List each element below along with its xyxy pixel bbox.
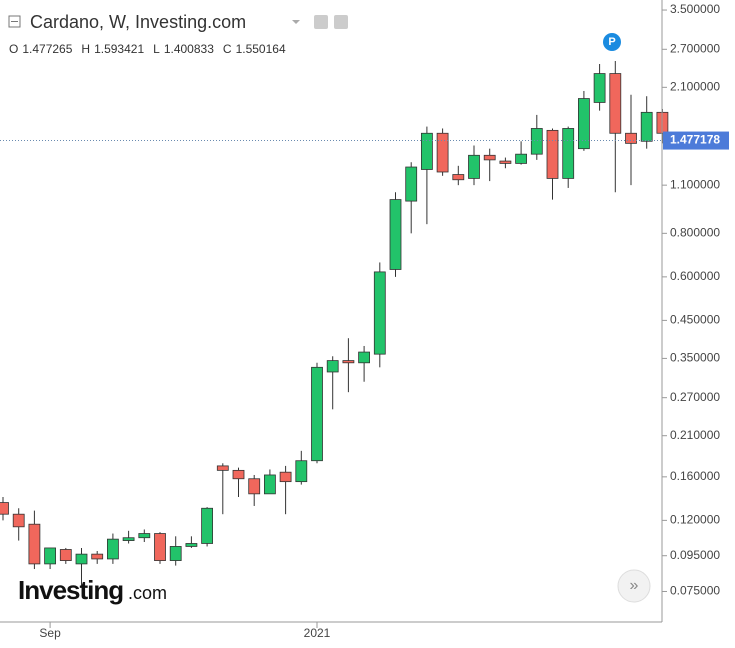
y-tick-label: 2.700000 (670, 41, 720, 55)
candle-body (562, 128, 575, 179)
candle-body (248, 478, 261, 495)
y-tick-label: 0.095000 (670, 548, 720, 562)
candle-body (44, 547, 56, 565)
candle-body (75, 553, 88, 565)
y-tick-label: 0.160000 (670, 469, 720, 483)
y-tick-label: 0.350000 (670, 351, 720, 365)
ohlc-value: 1.593421 (94, 42, 144, 56)
candle-body (28, 523, 41, 565)
y-tick-label: 0.450000 (670, 313, 720, 327)
plot-area (0, 60, 669, 586)
candle-body (311, 366, 323, 462)
last-price-box (663, 131, 729, 150)
candle-body (91, 553, 104, 560)
ohlc-key: C (223, 42, 232, 56)
candle-body (107, 538, 119, 560)
candle-body (342, 360, 355, 364)
ohlc-key: L (153, 42, 160, 56)
y-tick-label: 1.100000 (670, 177, 720, 191)
dropdown-arrow[interactable] (292, 20, 300, 24)
candle-body (389, 199, 402, 270)
candle-body (59, 549, 72, 561)
candle-body (169, 546, 182, 561)
chart-title: Cardano, W, Investing.com (30, 12, 246, 32)
candle-body (546, 129, 559, 179)
candle-body (0, 502, 9, 515)
menu-icon[interactable] (8, 15, 21, 28)
candle-body (358, 351, 371, 364)
candle-body (154, 533, 166, 561)
x-tick-label: 2021 (304, 626, 331, 640)
ohlc-key: O (9, 42, 18, 56)
marker-circle[interactable] (603, 33, 621, 51)
candle-body (640, 111, 653, 142)
scroll-button-icon: » (630, 577, 639, 594)
y-tick-label: 0.270000 (670, 390, 720, 404)
candle-body (201, 507, 214, 544)
scroll-button[interactable] (617, 569, 651, 603)
ohlc-key: H (81, 42, 90, 56)
settings-icon[interactable] (334, 15, 348, 29)
ohlc-value: 1.477265 (22, 42, 72, 56)
candle-body (452, 174, 465, 181)
candle-body (405, 166, 418, 202)
candle-body (499, 160, 512, 164)
candle-body (578, 98, 590, 150)
candle-body (609, 73, 622, 134)
ohlc-value: 1.550164 (236, 42, 286, 56)
candle-body (593, 73, 606, 103)
candle-body (138, 533, 151, 539)
candle-body (326, 360, 339, 373)
candle-body (530, 128, 543, 155)
y-tick-label: 0.075000 (670, 584, 720, 598)
ohlc-row: O 1.477265 H 1.593421 L 1.400833 C 1.550164 (9, 42, 286, 56)
candle-body (436, 132, 449, 173)
logo-suffix: .com (128, 583, 167, 603)
logo-brand: Investing (18, 575, 123, 605)
candle-body (263, 474, 276, 495)
candle-body (468, 154, 480, 179)
x-tick-label: Sep (39, 626, 61, 640)
marker-label: P (608, 36, 615, 48)
candle-body (122, 537, 135, 541)
y-tick-label: 0.800000 (670, 226, 720, 240)
y-tick-label: 0.600000 (670, 269, 720, 283)
candle-body (279, 471, 292, 483)
candle-body (232, 469, 245, 480)
candle-body (625, 132, 637, 144)
candle-body (216, 465, 229, 471)
y-tick-label: 2.100000 (670, 79, 720, 93)
candle-body (420, 132, 433, 170)
candle-body (373, 271, 386, 355)
ohlc-value: 1.400833 (164, 42, 214, 56)
eye-icon[interactable] (314, 15, 328, 29)
candle-body (185, 543, 198, 547)
candle-body (12, 513, 25, 528)
last-price-label: 1.477178 (670, 133, 720, 147)
y-tick-label: 0.210000 (670, 428, 720, 442)
candle-body (483, 154, 496, 161)
y-tick-label: 3.500000 (670, 2, 720, 16)
y-tick-label: 0.120000 (670, 513, 720, 527)
candle-body (295, 460, 308, 483)
candle-body (515, 153, 527, 164)
